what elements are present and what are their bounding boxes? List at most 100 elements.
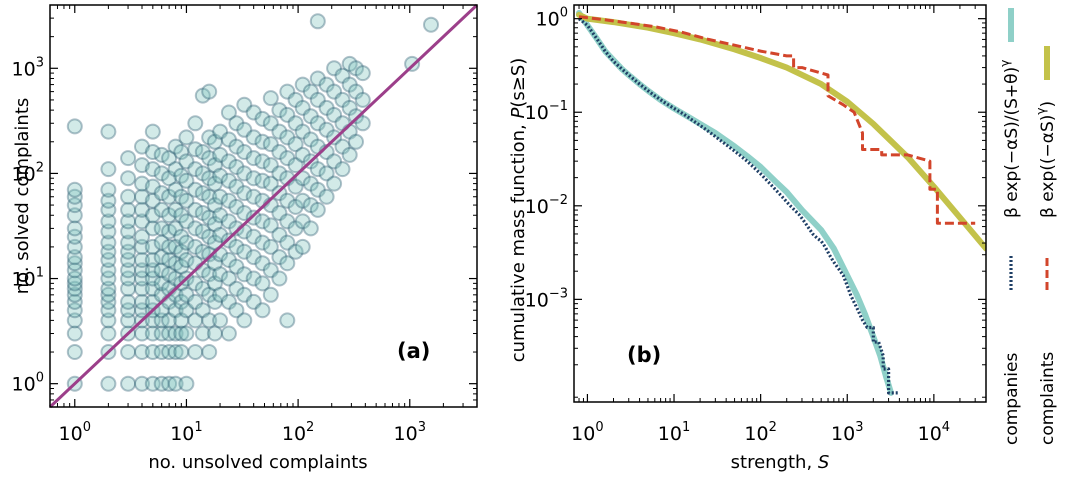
data-point bbox=[173, 243, 190, 260]
data-point bbox=[279, 129, 296, 146]
y-tick-label-exp: 0 bbox=[36, 371, 44, 386]
data-point bbox=[120, 150, 137, 167]
data-point bbox=[134, 228, 150, 245]
data-point bbox=[228, 138, 245, 155]
x-tick-label: 100 bbox=[59, 420, 91, 445]
data-point bbox=[201, 266, 218, 283]
data-point bbox=[334, 161, 351, 178]
data-point bbox=[220, 131, 237, 148]
data-point bbox=[161, 150, 178, 167]
data-point bbox=[187, 293, 204, 310]
data-point bbox=[220, 172, 237, 189]
y-tick-label-exp: −1 bbox=[549, 99, 568, 114]
data-point bbox=[153, 185, 170, 202]
data-point bbox=[66, 262, 83, 279]
x-tick-label: 102 bbox=[744, 420, 776, 445]
data-point bbox=[309, 13, 326, 30]
data-point bbox=[206, 216, 223, 232]
data-point bbox=[167, 201, 184, 218]
data-point bbox=[254, 110, 271, 127]
legend-label: complaints bbox=[1038, 352, 1058, 445]
data-point bbox=[120, 223, 137, 240]
data-point bbox=[309, 91, 326, 108]
data-point bbox=[309, 115, 326, 132]
data-point bbox=[120, 375, 137, 392]
data-point bbox=[206, 325, 223, 342]
data-point bbox=[66, 270, 83, 287]
data-point bbox=[334, 138, 351, 155]
x-tick-label: 104 bbox=[918, 420, 950, 445]
x-tick-label-exp: 2 bbox=[306, 420, 314, 435]
data-point bbox=[212, 312, 229, 329]
data-point bbox=[153, 375, 170, 392]
series-line-fit-complaints bbox=[576, 11, 986, 252]
data-point bbox=[167, 375, 184, 392]
data-point bbox=[262, 136, 279, 153]
y-tick-label: 100 bbox=[12, 371, 44, 396]
data-point bbox=[134, 138, 150, 155]
data-point bbox=[245, 249, 262, 266]
data-point bbox=[354, 91, 371, 108]
data-point bbox=[206, 293, 223, 310]
plot-frame-b bbox=[573, 4, 987, 403]
data-point bbox=[254, 255, 271, 272]
data-point bbox=[245, 209, 262, 226]
data-point bbox=[167, 161, 184, 178]
data-point bbox=[66, 238, 83, 255]
data-point bbox=[187, 275, 204, 292]
data-point bbox=[187, 141, 204, 158]
data-point bbox=[120, 188, 137, 205]
data-point bbox=[341, 55, 358, 72]
data-point bbox=[66, 118, 83, 135]
data-point bbox=[194, 223, 211, 240]
data-point bbox=[120, 170, 137, 187]
y-tick-label-base: 10 bbox=[525, 289, 549, 311]
legend: β exp(−αS)/(S+θ)γβ exp((−αS)γ)companies c… bbox=[998, 8, 1058, 445]
data-point bbox=[187, 161, 204, 178]
data-point bbox=[254, 302, 271, 319]
data-point bbox=[134, 293, 150, 310]
data-point bbox=[153, 220, 170, 237]
data-point bbox=[100, 312, 117, 329]
data-point bbox=[206, 234, 223, 251]
data-point bbox=[236, 243, 253, 260]
data-point bbox=[100, 252, 117, 268]
data-point bbox=[173, 312, 190, 329]
data-point bbox=[254, 213, 271, 230]
data-point bbox=[134, 238, 150, 255]
data-point bbox=[153, 201, 170, 218]
data-point bbox=[178, 252, 195, 268]
data-point bbox=[201, 246, 218, 263]
y-tick-label-base: 10 bbox=[12, 58, 36, 80]
data-point bbox=[178, 213, 195, 230]
data-point bbox=[153, 344, 170, 360]
data-point bbox=[194, 87, 211, 104]
x-tick-label-base: 10 bbox=[918, 423, 942, 445]
data-point bbox=[206, 275, 223, 292]
data-point bbox=[100, 123, 117, 140]
data-point bbox=[206, 175, 223, 192]
data-point bbox=[100, 325, 117, 342]
data-point bbox=[144, 144, 161, 160]
data-point bbox=[66, 312, 83, 329]
data-point bbox=[245, 170, 262, 187]
data-point bbox=[271, 270, 288, 287]
data-point bbox=[271, 144, 288, 160]
series-line-companies bbox=[578, 17, 900, 395]
scatter-points bbox=[66, 13, 439, 392]
legend-label: companies bbox=[1002, 353, 1022, 445]
data-point bbox=[167, 270, 184, 287]
data-point bbox=[279, 255, 296, 272]
x-tick-label: 103 bbox=[394, 420, 426, 445]
data-point bbox=[178, 234, 195, 251]
data-point bbox=[161, 188, 178, 205]
y-tick-label-exp: −2 bbox=[549, 193, 568, 208]
data-point bbox=[302, 131, 319, 148]
data-point bbox=[294, 238, 311, 255]
data-point bbox=[161, 170, 178, 187]
data-point bbox=[302, 108, 319, 125]
data-point bbox=[201, 83, 218, 100]
data-point bbox=[100, 192, 117, 209]
data-point bbox=[153, 249, 170, 266]
data-point bbox=[220, 153, 237, 170]
